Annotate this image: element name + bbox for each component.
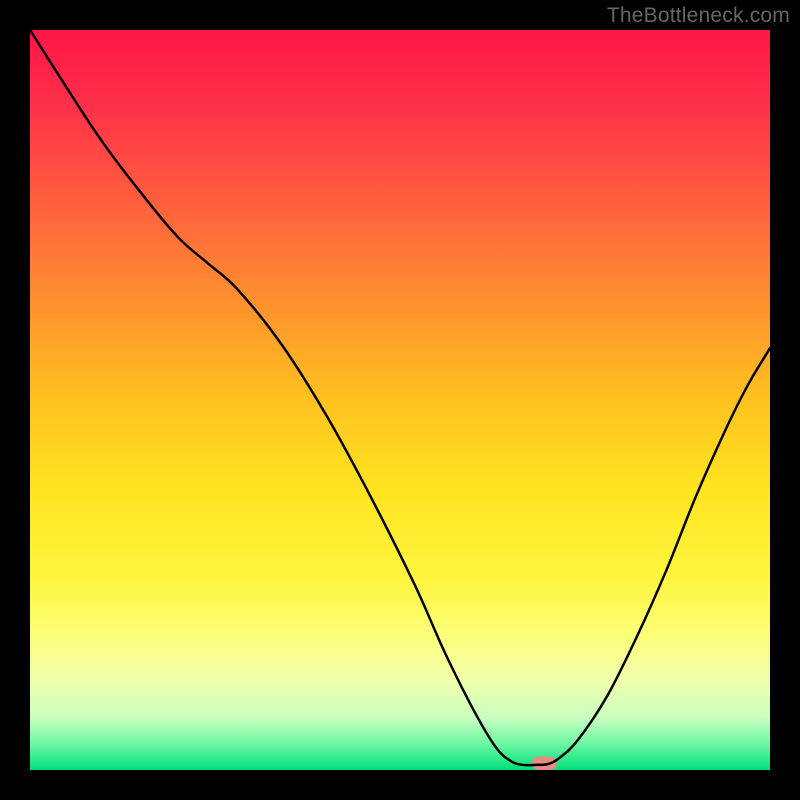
chart-stage: TheBottleneck.com — [0, 0, 800, 800]
chart-plot-background — [30, 30, 770, 770]
bottleneck-chart — [0, 0, 800, 800]
